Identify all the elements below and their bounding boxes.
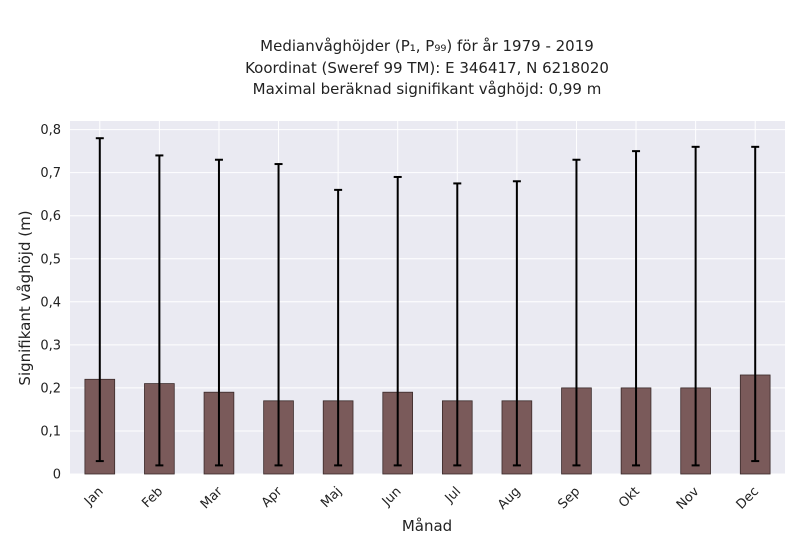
x-axis-label: Månad: [402, 517, 452, 535]
y-tick-label: 0,1: [40, 424, 61, 439]
error-bar: [393, 175, 402, 467]
x-axis-ticks: Jan Feb Mar Apr Maj Jun Jul Aug Sep Okt Nov Dec: [81, 484, 762, 513]
error-bar: [751, 145, 760, 463]
x-tick-label: Jul: [442, 484, 464, 506]
y-tick-label: 0,8: [40, 123, 61, 138]
chart-title: Medianvåghöjder (P₁, P₉₉) för år 1979 - …: [245, 37, 609, 98]
y-tick-label: 0,6: [40, 209, 61, 224]
error-bars: [95, 137, 760, 467]
y-axis-ticks: 0 0,1 0,2 0,3 0,4 0,5 0,6 0,7 0,8: [40, 123, 61, 482]
y-axis-label: Signifikant våghöjd (m): [16, 210, 34, 385]
error-bar: [155, 154, 164, 467]
error-bar: [632, 150, 641, 467]
error-bar: [95, 137, 104, 463]
y-tick-label: 0,3: [40, 338, 61, 353]
x-tick-label: Maj: [318, 484, 345, 511]
error-bar: [512, 180, 521, 467]
error-bar: [274, 163, 283, 467]
x-tick-label: Jan: [81, 484, 106, 509]
y-tick-label: 0,2: [40, 381, 61, 396]
x-tick-label: Apr: [259, 484, 286, 511]
x-tick-label: Aug: [495, 484, 524, 513]
plot-area: [70, 121, 785, 474]
x-tick-label: Nov: [674, 484, 703, 513]
y-tick-label: 0,7: [40, 166, 61, 181]
error-bar: [453, 182, 462, 467]
error-bar: [691, 145, 700, 467]
x-tick-label: Feb: [139, 484, 166, 511]
x-tick-label: Dec: [734, 484, 762, 512]
x-tick-label: Sep: [555, 484, 583, 512]
chart-title-line-1: Medianvåghöjder (P₁, P₉₉) för år 1979 - …: [260, 37, 594, 55]
error-bar: [572, 158, 581, 467]
y-tick-label: 0: [53, 468, 61, 483]
y-tick-label: 0,4: [40, 295, 61, 310]
chart-title-line-2: Koordinat (Sweref 99 TM): E 346417, N 62…: [245, 59, 609, 77]
x-tick-label: Okt: [616, 484, 643, 511]
x-tick-label: Mar: [198, 484, 226, 512]
error-bar: [214, 158, 223, 467]
chart-title-line-3: Maximal beräknad signifikant våghöjd: 0,…: [253, 80, 602, 98]
y-tick-label: 0,5: [40, 252, 61, 267]
x-tick-label: Jun: [379, 484, 405, 510]
error-bar: [334, 188, 343, 467]
